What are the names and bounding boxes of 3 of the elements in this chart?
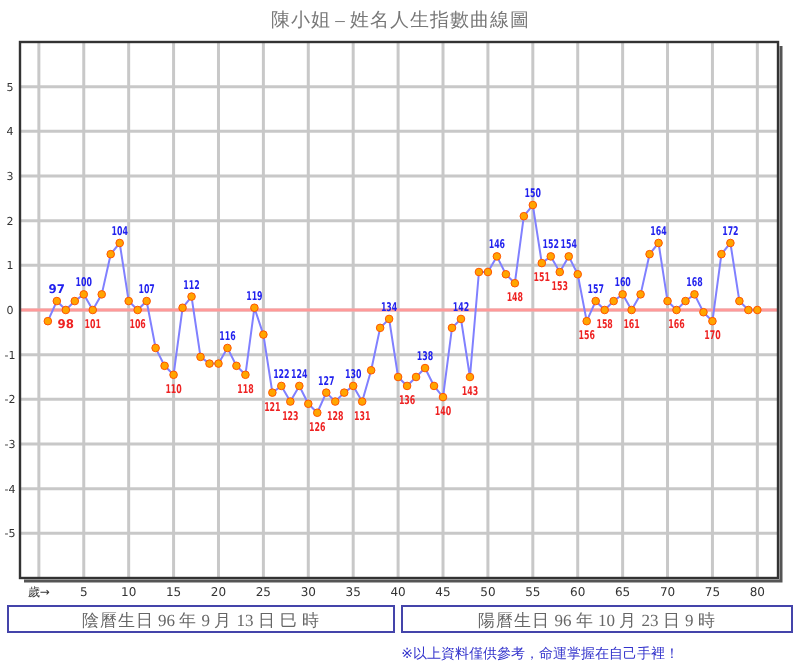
text: 陽曆生日 96 年 10 月 23 日 9 時 — [478, 610, 716, 630]
text: 陰曆生日 96 年 9 月 13 日 巳 時 — [81, 610, 321, 630]
chart-title: 陳小姐 – 姓名人生指數曲線圖 — [270, 8, 530, 32]
